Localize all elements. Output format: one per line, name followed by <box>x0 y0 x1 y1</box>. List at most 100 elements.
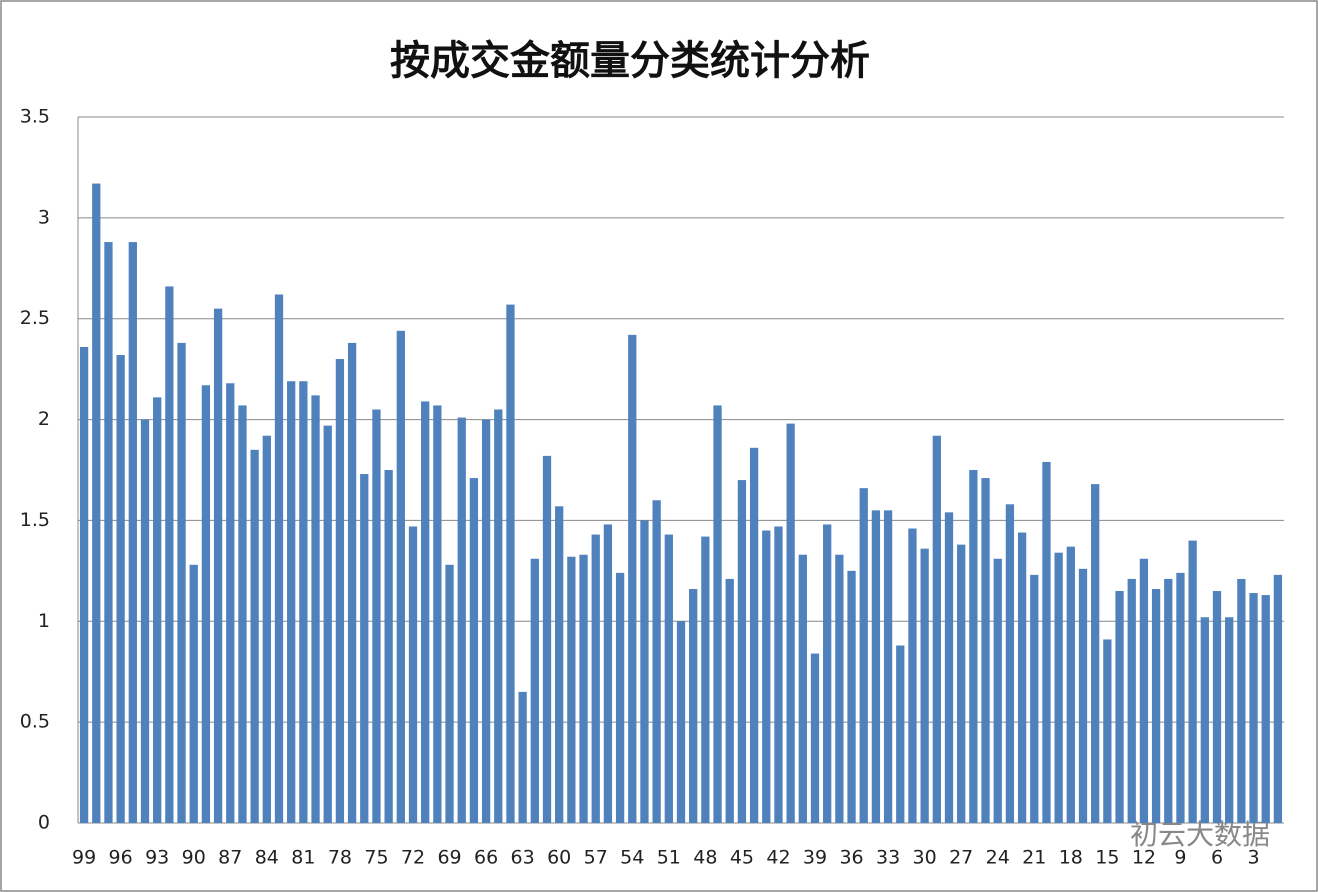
bar <box>299 381 308 823</box>
x-tick-label: 78 <box>328 847 352 869</box>
bar <box>689 589 698 823</box>
bar <box>384 470 393 823</box>
bar <box>469 478 479 823</box>
bar <box>969 470 978 823</box>
x-tick-label: 51 <box>657 847 681 869</box>
bar <box>457 417 466 823</box>
x-tick-label: 54 <box>620 847 644 869</box>
bar <box>445 564 454 823</box>
bar <box>823 524 832 823</box>
bar <box>542 455 552 823</box>
x-tick-label: 6 <box>1211 847 1223 869</box>
bar <box>591 534 600 823</box>
x-tick-label: 99 <box>72 847 96 869</box>
x-tick-label: 21 <box>1022 847 1046 869</box>
bar <box>1005 504 1015 823</box>
bar <box>1066 546 1075 823</box>
bar <box>323 425 332 823</box>
bar <box>664 534 673 823</box>
x-tick-label: 90 <box>182 847 206 869</box>
bar <box>786 423 795 823</box>
bar <box>1139 558 1149 823</box>
x-tick-label: 69 <box>437 847 461 869</box>
bar <box>737 480 747 823</box>
bar <box>652 500 661 823</box>
bar <box>1200 617 1209 823</box>
x-tick-label: 15 <box>1095 847 1119 869</box>
y-tick-label: 0.5 <box>20 711 50 733</box>
x-tick-label: 60 <box>547 847 571 869</box>
x-tick-label: 9 <box>1174 847 1186 869</box>
bar <box>433 405 442 823</box>
bar <box>908 528 917 823</box>
bar <box>896 645 905 823</box>
bar <box>153 397 162 823</box>
bar <box>238 405 247 823</box>
bar <box>104 242 113 823</box>
x-tick-label: 81 <box>291 847 315 869</box>
bar <box>567 556 576 823</box>
bar <box>676 621 686 823</box>
bar <box>1030 574 1039 823</box>
bar <box>725 578 734 823</box>
bar <box>932 435 941 823</box>
bar <box>1091 484 1100 823</box>
x-tick-label: 48 <box>693 847 717 869</box>
y-tick-label: 2.5 <box>20 307 50 329</box>
bar <box>1017 532 1027 823</box>
bar <box>372 409 381 823</box>
bar <box>628 334 637 823</box>
bar <box>920 548 929 823</box>
bar <box>140 419 150 823</box>
bar <box>481 419 491 823</box>
bar <box>494 409 503 823</box>
bar <box>603 524 613 823</box>
x-tick-label: 96 <box>109 847 133 869</box>
x-tick-label: 18 <box>1059 847 1083 869</box>
x-tick-label: 45 <box>730 847 754 869</box>
bar <box>79 346 89 823</box>
bar <box>555 506 564 823</box>
bar <box>859 488 868 823</box>
y-tick-label: 1.5 <box>20 509 50 531</box>
bar <box>506 304 515 823</box>
bar <box>774 526 783 823</box>
bar <box>116 355 125 823</box>
bar <box>311 395 320 823</box>
bar <box>335 359 345 823</box>
bar <box>640 520 649 823</box>
bar <box>92 183 101 823</box>
x-tick-label: 27 <box>949 847 973 869</box>
y-tick-label: 0 <box>38 812 50 834</box>
bar <box>1127 578 1136 823</box>
bar <box>1249 593 1258 823</box>
bar <box>250 449 259 823</box>
bar <box>713 405 722 823</box>
x-tick-label: 93 <box>145 847 169 869</box>
x-tick-label: 12 <box>1132 847 1156 869</box>
x-tick-label: 24 <box>986 847 1010 869</box>
bar <box>1054 552 1063 823</box>
bar <box>1273 574 1283 823</box>
x-tick-label: 75 <box>364 847 388 869</box>
bar <box>128 242 137 823</box>
bar <box>579 554 588 823</box>
bar <box>762 530 771 823</box>
bar <box>798 554 807 823</box>
bar <box>981 478 990 823</box>
bar <box>1164 578 1173 823</box>
bar <box>615 572 625 823</box>
x-tick-label: 57 <box>584 847 608 869</box>
bar <box>1115 591 1124 823</box>
x-tick-label: 84 <box>255 847 279 869</box>
bar <box>1176 572 1185 823</box>
bar <box>165 286 174 823</box>
bar <box>835 554 844 823</box>
bar <box>177 342 186 823</box>
bar <box>993 558 1002 823</box>
bar <box>1151 589 1161 823</box>
bar <box>1225 617 1234 823</box>
bar <box>1261 595 1270 823</box>
